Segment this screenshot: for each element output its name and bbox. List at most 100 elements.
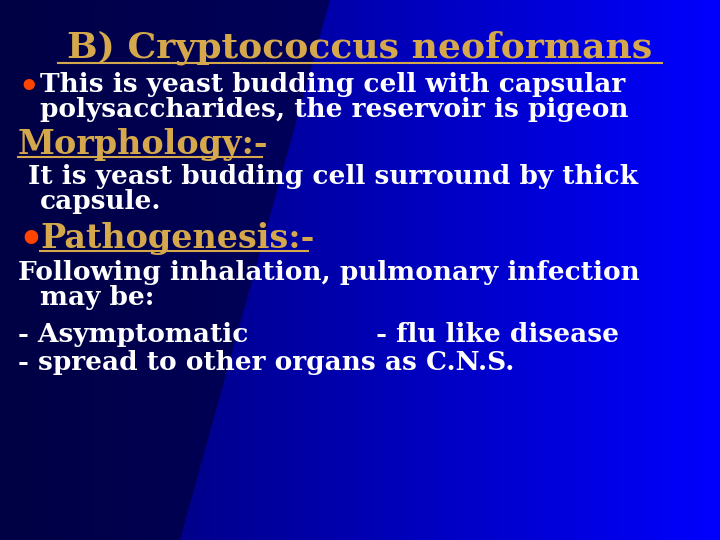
Bar xyxy=(607,0,611,540)
Bar xyxy=(338,0,342,540)
Bar xyxy=(228,0,231,540)
Bar xyxy=(650,0,654,540)
Bar xyxy=(60,0,63,540)
Bar xyxy=(571,0,575,540)
Bar xyxy=(583,0,587,540)
Bar xyxy=(146,0,150,540)
Bar xyxy=(17,0,20,540)
Bar xyxy=(425,0,428,540)
Bar xyxy=(122,0,126,540)
Bar xyxy=(418,0,421,540)
Bar xyxy=(653,0,656,540)
Bar xyxy=(631,0,634,540)
Bar xyxy=(225,0,229,540)
Bar xyxy=(521,0,524,540)
Bar xyxy=(394,0,397,540)
Bar xyxy=(351,0,354,540)
Bar xyxy=(549,0,553,540)
Text: This is yeast budding cell with capsular: This is yeast budding cell with capsular xyxy=(40,72,625,97)
Bar xyxy=(626,0,630,540)
Bar xyxy=(202,0,205,540)
Bar xyxy=(310,0,313,540)
Bar xyxy=(379,0,382,540)
Bar xyxy=(331,0,335,540)
Bar xyxy=(693,0,697,540)
Bar xyxy=(439,0,443,540)
Bar xyxy=(485,0,488,540)
Bar xyxy=(297,0,301,540)
Bar xyxy=(274,0,277,540)
Bar xyxy=(444,0,447,540)
Bar xyxy=(315,0,318,540)
Bar xyxy=(173,0,176,540)
Bar xyxy=(612,0,616,540)
Bar xyxy=(307,0,310,540)
Bar xyxy=(477,0,481,540)
Bar xyxy=(667,0,670,540)
Bar xyxy=(120,0,123,540)
Bar xyxy=(230,0,234,540)
Bar xyxy=(211,0,215,540)
Bar xyxy=(504,0,508,540)
Bar xyxy=(7,0,11,540)
Bar xyxy=(518,0,522,540)
Bar xyxy=(137,0,140,540)
Bar xyxy=(691,0,695,540)
Bar xyxy=(72,0,76,540)
Bar xyxy=(715,0,719,540)
Bar xyxy=(648,0,652,540)
Text: - spread to other organs as C.N.S.: - spread to other organs as C.N.S. xyxy=(18,350,514,375)
Bar xyxy=(127,0,130,540)
Bar xyxy=(240,0,243,540)
Bar xyxy=(252,0,256,540)
Bar xyxy=(420,0,423,540)
Bar xyxy=(401,0,404,540)
Bar xyxy=(199,0,202,540)
Bar xyxy=(513,0,517,540)
Bar xyxy=(271,0,274,540)
Bar xyxy=(475,0,479,540)
Bar xyxy=(81,0,85,540)
Bar xyxy=(153,0,157,540)
Bar xyxy=(410,0,414,540)
Bar xyxy=(461,0,464,540)
Bar xyxy=(96,0,99,540)
Bar xyxy=(585,0,589,540)
Bar xyxy=(139,0,143,540)
Bar xyxy=(245,0,248,540)
Bar xyxy=(113,0,116,540)
Bar xyxy=(31,0,35,540)
Bar xyxy=(679,0,683,540)
Bar xyxy=(261,0,265,540)
Bar xyxy=(45,0,49,540)
Bar xyxy=(492,0,495,540)
Bar xyxy=(266,0,270,540)
Bar xyxy=(50,0,54,540)
Bar xyxy=(547,0,551,540)
Bar xyxy=(365,0,368,540)
Bar xyxy=(117,0,121,540)
Bar xyxy=(264,0,267,540)
Bar xyxy=(53,0,56,540)
Bar xyxy=(223,0,227,540)
Bar xyxy=(391,0,395,540)
Bar xyxy=(624,0,627,540)
Bar xyxy=(295,0,299,540)
Bar xyxy=(189,0,193,540)
Bar xyxy=(175,0,179,540)
Bar xyxy=(713,0,716,540)
Bar xyxy=(322,0,325,540)
Bar xyxy=(94,0,97,540)
Bar xyxy=(708,0,711,540)
Text: Morphology:-: Morphology:- xyxy=(18,128,269,161)
Bar xyxy=(605,0,608,540)
Bar xyxy=(711,0,714,540)
Bar xyxy=(312,0,315,540)
Bar xyxy=(243,0,246,540)
Bar xyxy=(636,0,639,540)
Bar xyxy=(106,0,109,540)
Bar xyxy=(254,0,258,540)
Bar xyxy=(384,0,387,540)
Bar xyxy=(593,0,596,540)
Bar xyxy=(387,0,390,540)
